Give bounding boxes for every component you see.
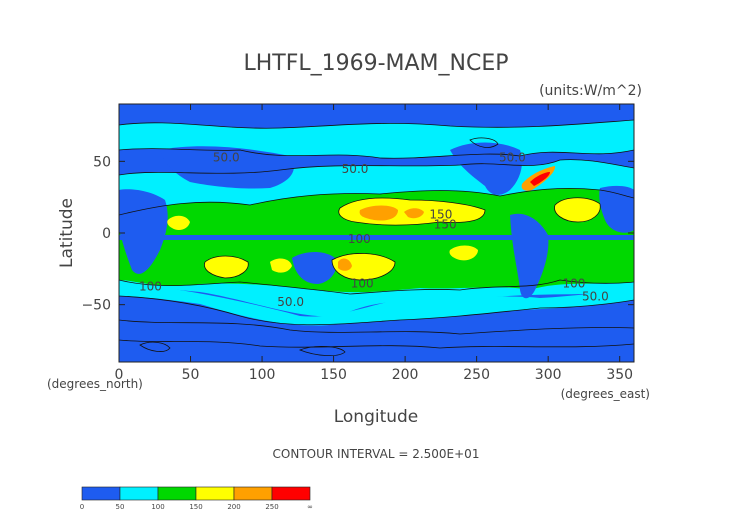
chart-title: LHTFL_1969-MAM_NCEP — [243, 51, 508, 76]
x-tick-label: 0 — [115, 367, 124, 383]
region-satl-yellow — [449, 245, 478, 261]
contour-label: 50.0 — [582, 289, 609, 303]
y-unit-note: (degrees_north) — [47, 377, 143, 391]
contour-label: 150 — [429, 208, 452, 222]
contour-label: 100 — [139, 279, 162, 293]
colorbar-label: 0 — [80, 503, 84, 511]
contour-label: 50.0 — [499, 150, 526, 164]
region-africa-east — [599, 185, 634, 233]
contour-label: 100 — [351, 276, 374, 290]
x-axis-title: Longitude — [334, 407, 419, 427]
y-tick-label: 0 — [102, 226, 111, 242]
colorbar-swatch — [119, 486, 159, 501]
region-south-america — [510, 213, 549, 299]
colorbar-label: 150 — [189, 503, 202, 511]
x-tick-label: 100 — [249, 367, 276, 383]
region-indian-yellow-2 — [167, 215, 190, 230]
contour-interval: CONTOUR INTERVAL = 2.500E+01 — [273, 447, 480, 461]
y-tick-label: −50 — [81, 298, 111, 314]
contour-label: 50.0 — [213, 150, 240, 164]
colorbar-swatch — [271, 486, 311, 501]
colorbar-label: ∞ — [307, 503, 313, 511]
colorbar-label: 50 — [116, 503, 125, 511]
colorbar-swatch — [81, 486, 121, 501]
colorbar: 0 50 100 150 200 250 ∞ — [80, 486, 313, 511]
x-tick-label: 350 — [606, 367, 633, 383]
region-spac-yellow-2 — [270, 258, 292, 273]
y-tick-label: 50 — [93, 154, 111, 170]
y-axis: 50 0 −50 — [81, 154, 634, 314]
region-eurasia — [160, 146, 294, 189]
region-natl-yellow — [554, 197, 601, 222]
colorbar-label: 100 — [151, 503, 164, 511]
x-unit-note: (degrees_east) — [561, 387, 650, 401]
region-south-band — [119, 282, 634, 326]
region-australia — [292, 252, 337, 284]
region-africa — [119, 189, 168, 274]
units-note: (units:W/m^2) — [539, 83, 642, 99]
x-tick-label: 250 — [463, 367, 490, 383]
contour-label: 100 — [348, 232, 371, 246]
colorbar-label: 250 — [265, 503, 278, 511]
x-tick-label: 150 — [320, 367, 347, 383]
region-npac-orange-2 — [404, 208, 424, 219]
region-gulfstream-red — [530, 172, 550, 186]
region-npac-orange — [359, 205, 398, 221]
x-tick-label: 50 — [182, 367, 200, 383]
x-tick-label: 300 — [535, 367, 562, 383]
contour-label: 150 — [434, 218, 457, 232]
region-indian-yellow — [204, 256, 249, 278]
region-north-america — [450, 142, 522, 195]
x-axis: 0 50 100 150 200 250 300 350 — [115, 104, 633, 383]
contour-label: 100 — [562, 276, 585, 290]
colorbar-swatch — [195, 486, 235, 501]
colorbar-label: 200 — [227, 503, 240, 511]
colorbar-swatch — [233, 486, 273, 501]
region-spac-orange — [338, 258, 352, 271]
x-tick-label: 200 — [392, 367, 419, 383]
contour-label: 50.0 — [342, 162, 369, 176]
colorbar-swatch — [157, 486, 197, 501]
y-axis-title: Latitude — [57, 198, 77, 268]
contour-label: 50.0 — [277, 295, 304, 309]
